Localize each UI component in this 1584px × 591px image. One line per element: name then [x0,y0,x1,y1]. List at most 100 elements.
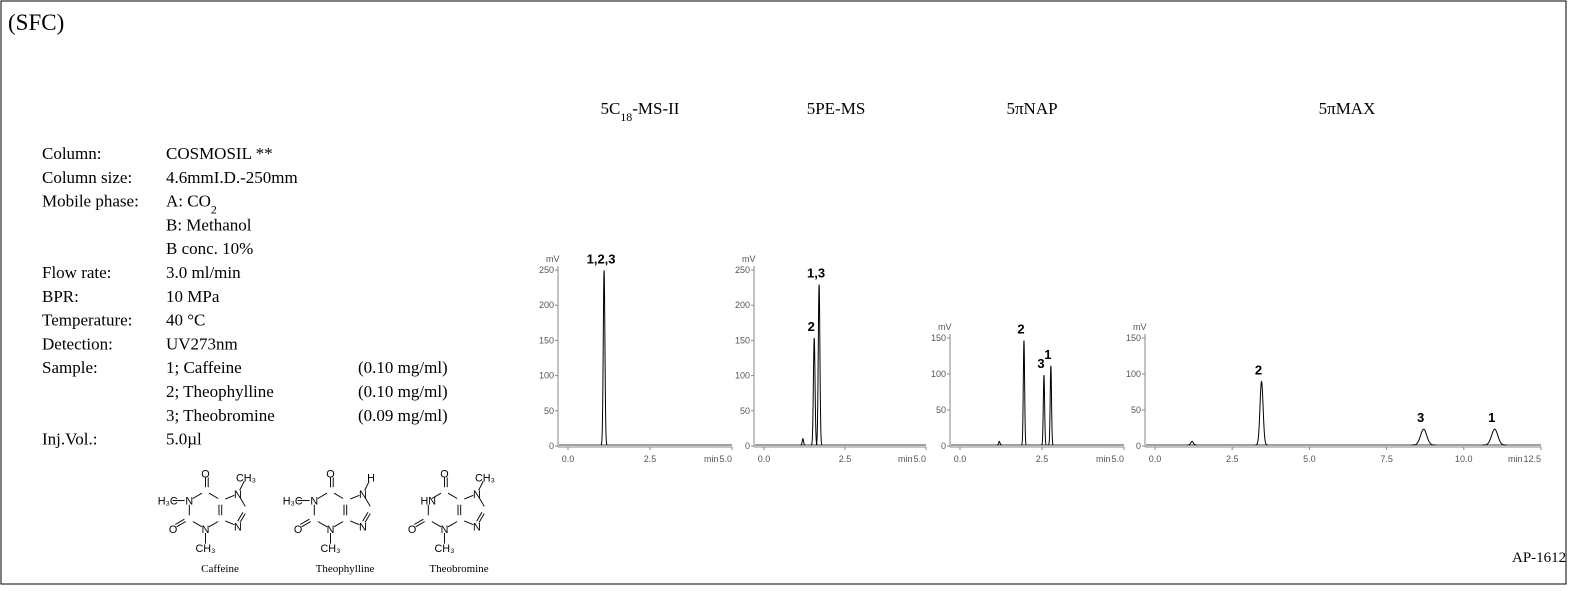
bond [239,480,245,491]
atom-label: N [473,521,481,533]
y-axis-label: mV [546,254,560,264]
atom-label: N [473,489,481,501]
condition-note: (0.10 mg/ml) [358,358,448,377]
x-tick-label: 7.5 [1380,454,1393,464]
x-axis-label: min [1096,454,1111,464]
condition-value: B: Methanol [166,215,252,234]
peak [1021,340,1027,446]
atom-label: N [327,524,335,536]
atom-label: N [359,489,367,501]
header: (SFC) [8,10,64,35]
bond [175,518,185,525]
condition-value: UV273nm [166,334,238,353]
y-tick-label: 100 [539,371,554,381]
y-tick-label: 0 [745,441,750,451]
bond [176,521,186,528]
structure: H₃C N O O N CH₃ N CH₃ N [158,469,256,555]
atom-label: H [367,473,375,485]
peak [1411,428,1436,446]
text-segment: 18 [620,110,632,124]
x-axis-label: min [704,454,719,464]
condition-value: 5.0µl [166,430,202,449]
bond [478,513,485,523]
peak [1048,365,1054,446]
bond [300,518,310,525]
x-tick-label: 10.0 [1455,454,1473,464]
bond [447,521,458,528]
bond [208,521,219,528]
atom-label: N [359,521,367,533]
bond [478,480,484,491]
text-segment: 5πMAX [1319,99,1376,118]
peak-label: 1 [1044,347,1051,362]
bond [431,492,442,499]
peak-label: 2 [1017,322,1024,337]
text-segment: 5PE-MS [807,99,866,118]
structure-name: Theobromine [429,563,488,575]
bond [364,497,371,507]
y-tick-label: 150 [931,333,946,343]
bond [317,492,328,499]
condition-value: 1; Caffeine [166,358,242,377]
bond [464,494,474,500]
condition-label: Sample: [42,358,98,377]
condition-label: Column size: [42,168,132,187]
condition-value: 10 MPa [166,287,220,306]
condition-value: 3.0 ml/min [166,263,241,282]
peak-label: 1,2,3 [587,251,616,266]
peak-label: 1,3 [807,265,825,280]
peak [1041,375,1047,446]
atom-label: CH₃ [321,543,341,555]
y-tick-label: 50 [544,406,554,416]
bond [415,521,425,528]
atom-label: O [326,469,334,481]
peak [815,284,823,446]
atom-label: N [202,524,210,536]
x-tick-label: 2.5 [839,454,852,464]
atom-label: H₃C [283,496,303,508]
atom-label: CH₃ [475,473,495,485]
y-tick-label: 100 [1126,369,1141,379]
condition-label: BPR: [42,287,79,306]
chart-title: 5πNAP [1006,99,1057,118]
bond [239,513,246,523]
x-tick-label: 12.5 [1523,454,1541,464]
bond [333,521,344,528]
condition-label: Detection: [42,334,113,353]
bond [192,492,203,499]
peak-label: 3 [1037,356,1044,371]
bond [364,480,370,491]
text-segment: -MS-II [632,99,680,118]
peak [810,337,818,446]
atom-label: O [201,469,209,481]
bond [192,521,203,528]
condition-value: COSMOSIL ** [166,144,273,163]
y-tick-label: 150 [1126,333,1141,343]
peak [1187,440,1197,446]
y-tick-label: 0 [941,441,946,451]
atom-label: O [440,469,448,481]
x-tick-label: 2.5 [1226,454,1239,464]
chart-title: 5πMAX [1319,99,1376,118]
atom-label: H₃C [158,496,178,508]
condition-note: (0.10 mg/ml) [358,382,448,401]
y-tick-label: 250 [539,265,554,275]
condition-value: 3; Theobromine [166,406,275,425]
peak-label: 1 [1488,410,1495,425]
bond [464,520,474,526]
bond [476,511,483,522]
chart-title: 5PE-MS [807,99,866,118]
condition-value: B conc. 10% [166,239,253,258]
atom-label: N [441,524,449,536]
bond [478,497,485,507]
condition-label: Column: [42,144,102,163]
text-segment: A: CO [166,192,211,211]
condition-label: Flow rate: [42,263,111,282]
bond [350,494,360,500]
bond [364,513,371,523]
text-segment: 5C [601,99,621,118]
x-tick-label: 5.0 [1303,454,1316,464]
x-axis-label: min [898,454,913,464]
bond [301,521,311,528]
